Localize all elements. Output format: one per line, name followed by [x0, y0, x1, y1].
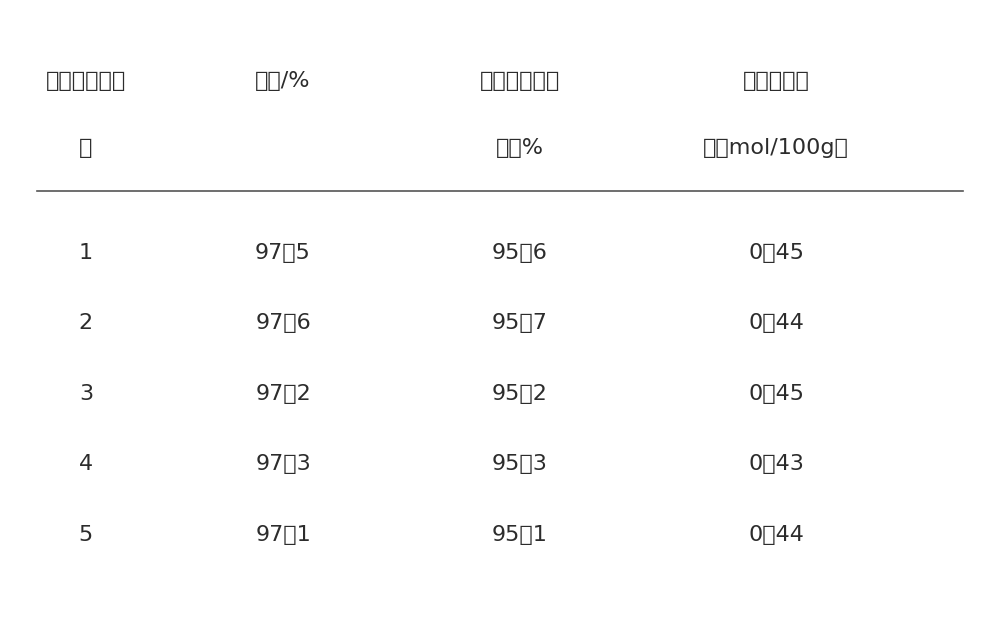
Text: 97．6: 97．6 [255, 313, 311, 333]
Text: 0．43: 0．43 [748, 455, 804, 475]
Text: 97．3: 97．3 [255, 455, 311, 475]
Text: 97．1: 97．1 [255, 525, 311, 545]
Text: 2: 2 [79, 313, 93, 333]
Text: 0．45: 0．45 [748, 384, 804, 404]
Text: 数: 数 [79, 138, 93, 158]
Text: 0．45: 0．45 [748, 242, 804, 263]
Text: 原料活性氢转: 原料活性氢转 [480, 70, 560, 90]
Text: 催化剂使用次: 催化剂使用次 [46, 70, 126, 90]
Text: 95．1: 95．1 [492, 525, 548, 545]
Text: ／（mol/100g）: ／（mol/100g） [703, 138, 849, 158]
Text: 0．44: 0．44 [748, 313, 804, 333]
Text: 97．5: 97．5 [255, 242, 311, 263]
Text: 5: 5 [79, 525, 93, 545]
Text: 95．6: 95．6 [492, 242, 548, 263]
Text: 化率%: 化率% [496, 138, 544, 158]
Text: 产物环氧值: 产物环氧值 [743, 70, 810, 90]
Text: 1: 1 [79, 242, 93, 263]
Text: 4: 4 [79, 455, 93, 475]
Text: 0．44: 0．44 [748, 525, 804, 545]
Text: 95．3: 95．3 [492, 455, 548, 475]
Text: 97．2: 97．2 [255, 384, 311, 404]
Text: 3: 3 [79, 384, 93, 404]
Text: 95．7: 95．7 [492, 313, 548, 333]
Text: 产率/%: 产率/% [255, 70, 311, 90]
Text: 95．2: 95．2 [492, 384, 548, 404]
